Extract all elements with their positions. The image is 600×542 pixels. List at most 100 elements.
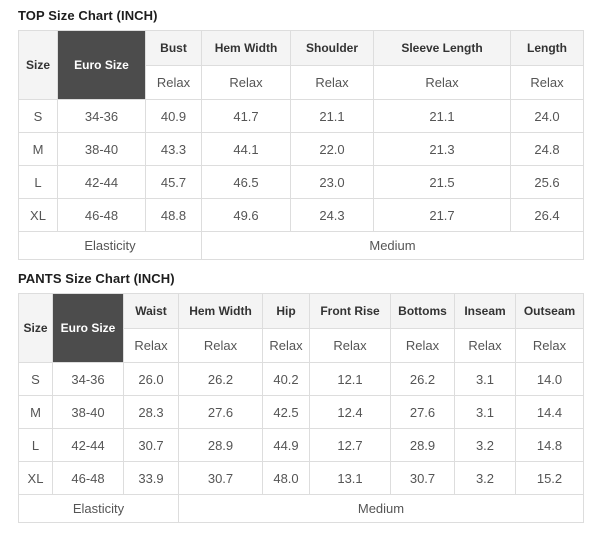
measurement-cell: 26.0 <box>123 362 179 396</box>
measurement-cell: 48.0 <box>262 461 310 495</box>
measurement-cell: 28.9 <box>178 428 263 462</box>
measurement-cell: 43.3 <box>145 132 202 166</box>
measurement-cell: 41.7 <box>201 99 291 133</box>
measurement-cell: 23.0 <box>290 165 374 199</box>
measurement-cell: 27.6 <box>390 395 455 429</box>
measurement-cell: 12.4 <box>309 395 391 429</box>
euro-size-cell: 34-36 <box>57 99 146 133</box>
measurement-cell: 26.2 <box>390 362 455 396</box>
measurement-cell: 21.1 <box>373 99 511 133</box>
measurement-cell: 14.8 <box>515 428 584 462</box>
measurement-cell: 48.8 <box>145 198 202 232</box>
table-row: M 38-40 43.3 44.1 22.0 21.3 24.8 <box>18 132 584 166</box>
fit-type-cell: Relax <box>454 328 516 363</box>
measurement-column-header: Outseam <box>515 293 584 329</box>
measurement-cell: 3.1 <box>454 395 516 429</box>
measurement-cell: 30.7 <box>178 461 263 495</box>
measurement-cell: 30.7 <box>390 461 455 495</box>
measurement-cell: 14.0 <box>515 362 584 396</box>
measurement-cell: 3.2 <box>454 461 516 495</box>
euro-size-cell: 34-36 <box>52 362 124 396</box>
fit-type-cell: Relax <box>123 328 179 363</box>
measurement-column-header: Front Rise <box>309 293 391 329</box>
size-cell: S <box>18 99 58 133</box>
fit-type-cell: Relax <box>309 328 391 363</box>
measurement-cell: 24.8 <box>510 132 584 166</box>
size-cell: M <box>18 132 58 166</box>
measurement-cell: 26.2 <box>178 362 263 396</box>
measurement-cell: 12.1 <box>309 362 391 396</box>
measurement-cell: 42.5 <box>262 395 310 429</box>
measurement-column-header: Shoulder <box>290 30 374 66</box>
measurement-cell: 12.7 <box>309 428 391 462</box>
euro-size-cell: 46-48 <box>57 198 146 232</box>
measurement-cell: 44.9 <box>262 428 310 462</box>
fit-row: Relax Relax Relax Relax Relax Relax Relax <box>19 328 584 363</box>
table-row: XL 46-48 48.8 49.6 24.3 21.7 26.4 <box>18 198 584 232</box>
footer-row: Elasticity Medium <box>18 494 584 523</box>
fit-type-cell: Relax <box>201 65 291 100</box>
measurement-cell: 22.0 <box>290 132 374 166</box>
measurement-cell: 24.3 <box>290 198 374 232</box>
measurement-cell: 14.4 <box>515 395 584 429</box>
table-row: M 38-40 28.3 27.6 42.5 12.4 27.6 3.1 14.4 <box>18 395 584 429</box>
elasticity-value-cell: Medium <box>201 231 584 260</box>
measurement-cell: 25.6 <box>510 165 584 199</box>
table-row: S 34-36 26.0 26.2 40.2 12.1 26.2 3.1 14.0 <box>18 362 584 396</box>
size-cell: L <box>18 428 53 462</box>
measurement-cell: 30.7 <box>123 428 179 462</box>
measurement-cell: 27.6 <box>178 395 263 429</box>
euro-size-cell: 42-44 <box>52 428 124 462</box>
elasticity-value-cell: Medium <box>178 494 584 523</box>
size-cell: XL <box>18 461 53 495</box>
table-row: XL 46-48 33.9 30.7 48.0 13.1 30.7 3.2 15.2 <box>18 461 584 495</box>
measurement-cell: 21.3 <box>373 132 511 166</box>
measurement-column-header: Hem Width <box>178 293 263 329</box>
euro-size-cell: 38-40 <box>57 132 146 166</box>
measurement-cell: 44.1 <box>201 132 291 166</box>
size-cell: XL <box>18 198 58 232</box>
size-cell: S <box>18 362 53 396</box>
euro-size-column-header: Euro Size <box>52 293 124 363</box>
measurement-cell: 33.9 <box>123 461 179 495</box>
measurement-column-header: Inseam <box>454 293 516 329</box>
footer-row: Elasticity Medium <box>18 231 584 260</box>
measurement-cell: 28.3 <box>123 395 179 429</box>
measurement-cell: 13.1 <box>309 461 391 495</box>
fit-type-cell: Relax <box>178 328 263 363</box>
size-cell: L <box>18 165 58 199</box>
fit-type-cell: Relax <box>290 65 374 100</box>
measurement-column-header: Hip <box>262 293 310 329</box>
euro-size-cell: 46-48 <box>52 461 124 495</box>
measurement-column-header: Bottoms <box>390 293 455 329</box>
measurement-cell: 49.6 <box>201 198 291 232</box>
euro-size-column-header: Euro Size <box>57 30 146 100</box>
measurement-cell: 40.9 <box>145 99 202 133</box>
measurement-cell: 3.1 <box>454 362 516 396</box>
measurement-cell: 26.4 <box>510 198 584 232</box>
euro-size-cell: 42-44 <box>57 165 146 199</box>
size-column-header: Size <box>18 293 53 363</box>
header-row: Size Euro Size Waist Hem Width Hip Front Rise… <box>18 293 584 363</box>
elasticity-label-cell: Elasticity <box>18 494 179 523</box>
fit-type-cell: Relax <box>515 328 584 363</box>
measurement-cell: 46.5 <box>201 165 291 199</box>
measurement-cell: 28.9 <box>390 428 455 462</box>
fit-type-cell: Relax <box>373 65 511 100</box>
measurement-cell: 24.0 <box>510 99 584 133</box>
size-column-header: Size <box>18 30 58 100</box>
measurement-column-header: Sleeve Length <box>373 30 511 66</box>
fit-type-cell: Relax <box>390 328 455 363</box>
measurement-cell: 15.2 <box>515 461 584 495</box>
measurement-cell: 40.2 <box>262 362 310 396</box>
fit-row: Relax Relax Relax Relax Relax <box>19 65 584 100</box>
measurement-cell: 21.5 <box>373 165 511 199</box>
elasticity-label-cell: Elasticity <box>18 231 202 260</box>
measurement-cell: 3.2 <box>454 428 516 462</box>
fit-type-cell: Relax <box>510 65 584 100</box>
fit-type-cell: Relax <box>262 328 310 363</box>
measurement-column-header: Waist <box>123 293 179 329</box>
measurement-cell: 45.7 <box>145 165 202 199</box>
pants-size-table: Size Euro Size Waist Hem Width Hip Front Rise… <box>18 293 584 523</box>
